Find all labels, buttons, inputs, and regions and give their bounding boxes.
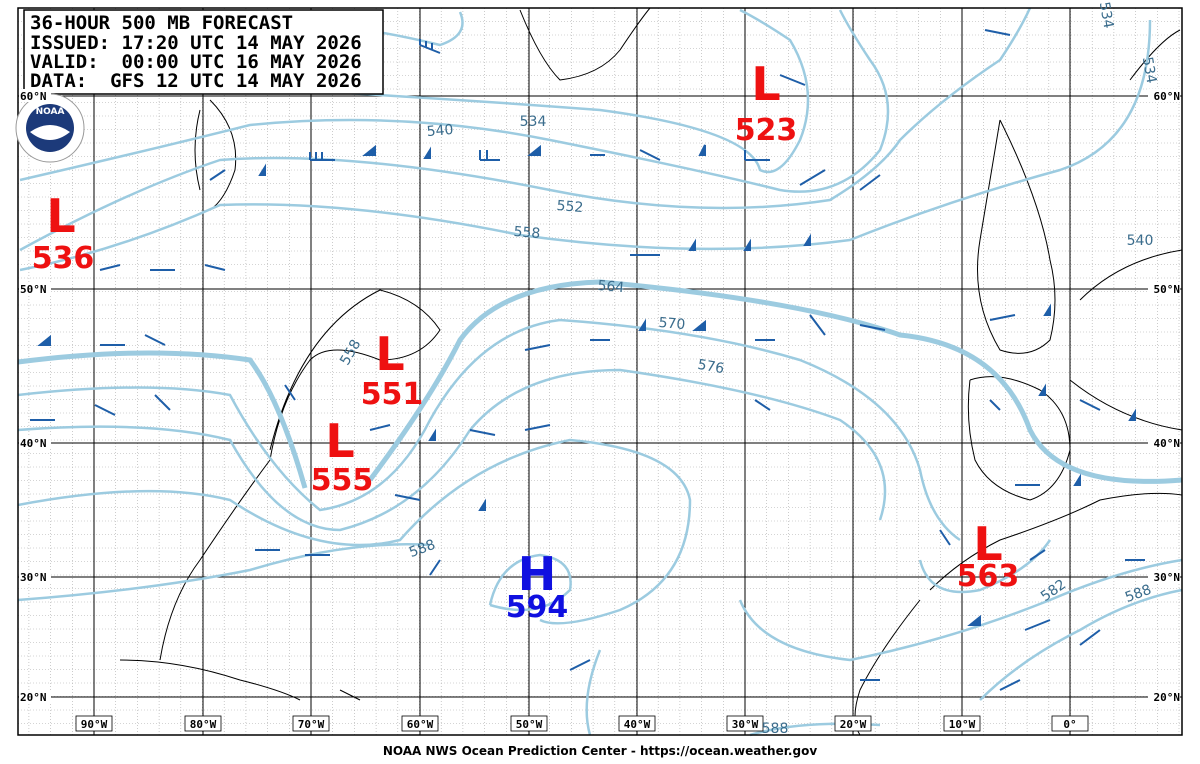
- lon-label: 70°W: [298, 718, 325, 731]
- lon-label-box: [618, 715, 656, 732]
- center-symbol: L: [325, 414, 354, 468]
- lat-label: 30°N: [20, 571, 47, 584]
- lat-label-box: [19, 89, 51, 102]
- lon-label-box: [510, 715, 548, 732]
- lon-label-box: [1051, 715, 1089, 732]
- center-symbol: H: [518, 547, 557, 601]
- logo-text: NOAA: [36, 107, 65, 117]
- lat-label: 40°N: [1154, 437, 1181, 450]
- lon-label-box: [943, 715, 981, 732]
- lon-label-box: [292, 715, 330, 732]
- header-line: VALID: 00:00 UTC 16 MAY 2026: [30, 51, 362, 73]
- lon-label: 0°: [1063, 718, 1076, 731]
- contour-label: 558: [513, 224, 541, 242]
- contour-label: 564: [597, 278, 625, 296]
- lat-label-box: [19, 570, 51, 583]
- lat-label: 50°N: [1154, 283, 1181, 296]
- contour-label: 552: [556, 198, 584, 216]
- contour-label: 534: [520, 114, 547, 130]
- lon-label: 60°W: [407, 718, 434, 731]
- lat-label: 30°N: [1154, 571, 1181, 584]
- center-symbol: L: [751, 57, 780, 111]
- lat-label: 40°N: [20, 437, 47, 450]
- lat-label-box: [1148, 436, 1180, 449]
- contour-label: 534: [1139, 56, 1159, 85]
- header-box: [23, 9, 384, 95]
- center-symbol: L: [375, 327, 404, 381]
- contour-label: 540: [426, 122, 454, 140]
- center-value: 523: [735, 113, 798, 148]
- lat-label-box: [19, 690, 51, 703]
- lon-label: 10°W: [949, 718, 976, 731]
- labels: 60°N 60°N 50°N 50°N 40°N 40°N 30°N 30°N 20°N 20°N…: [19, 1, 1180, 737]
- contour-label: 534: [1096, 1, 1116, 30]
- lat-label: 60°N: [20, 90, 47, 103]
- lat-label: 20°N: [20, 691, 47, 704]
- lat-label: 60°N: [1154, 90, 1181, 103]
- center-value: 563: [957, 559, 1020, 594]
- lon-label-box: [834, 715, 872, 732]
- lon-label: 80°W: [190, 718, 217, 731]
- lat-label-box: [19, 282, 51, 295]
- lat-label: 50°N: [20, 283, 47, 296]
- center-symbol: L: [973, 517, 1002, 571]
- lon-label: 90°W: [81, 718, 108, 731]
- wind-barbs: [30, 29, 1145, 691]
- contour-label: 576: [696, 357, 725, 377]
- lon-label-box: [401, 715, 439, 732]
- header-line: DATA: GFS 12 UTC 14 MAY 2026: [30, 70, 362, 92]
- lat-label-box: [1148, 570, 1180, 583]
- center-value: 551: [361, 377, 424, 412]
- header-line: 36-HOUR 500 MB FORECAST: [30, 12, 293, 34]
- lat-label-box: [19, 436, 51, 449]
- lon-label: 30°W: [732, 718, 759, 731]
- header-line: ISSUED: 17:20 UTC 14 MAY 2026: [30, 32, 362, 54]
- center-value: 594: [506, 590, 569, 625]
- map-frame: [17, 7, 1183, 736]
- lat-label-box: [1148, 690, 1180, 703]
- footer: NOAA NWS Ocean Prediction Center - https…: [383, 744, 817, 758]
- lon-label: 50°W: [516, 718, 543, 731]
- lon-label: 40°W: [624, 718, 651, 731]
- lon-label-box: [184, 715, 222, 732]
- lon-label-box: [726, 715, 764, 732]
- lat-label-box: [1148, 282, 1180, 295]
- lat-label-box: [1148, 89, 1180, 102]
- contour-label: 570: [658, 315, 686, 333]
- center-value: 555: [311, 463, 374, 498]
- contour-label: 540: [1127, 233, 1154, 249]
- header: 36-HOUR 500 MB FORECAST ISSUED: 17:20 UT…: [30, 12, 362, 92]
- logo: NOAA: [15, 93, 85, 163]
- lat-label: 20°N: [1154, 691, 1181, 704]
- logo-bird: [30, 125, 70, 140]
- lon-label-box: [75, 715, 113, 732]
- center-value: 536: [32, 241, 95, 276]
- contour-label: 588: [762, 721, 789, 737]
- center-symbol: L: [46, 189, 75, 243]
- lon-label: 20°W: [840, 718, 867, 731]
